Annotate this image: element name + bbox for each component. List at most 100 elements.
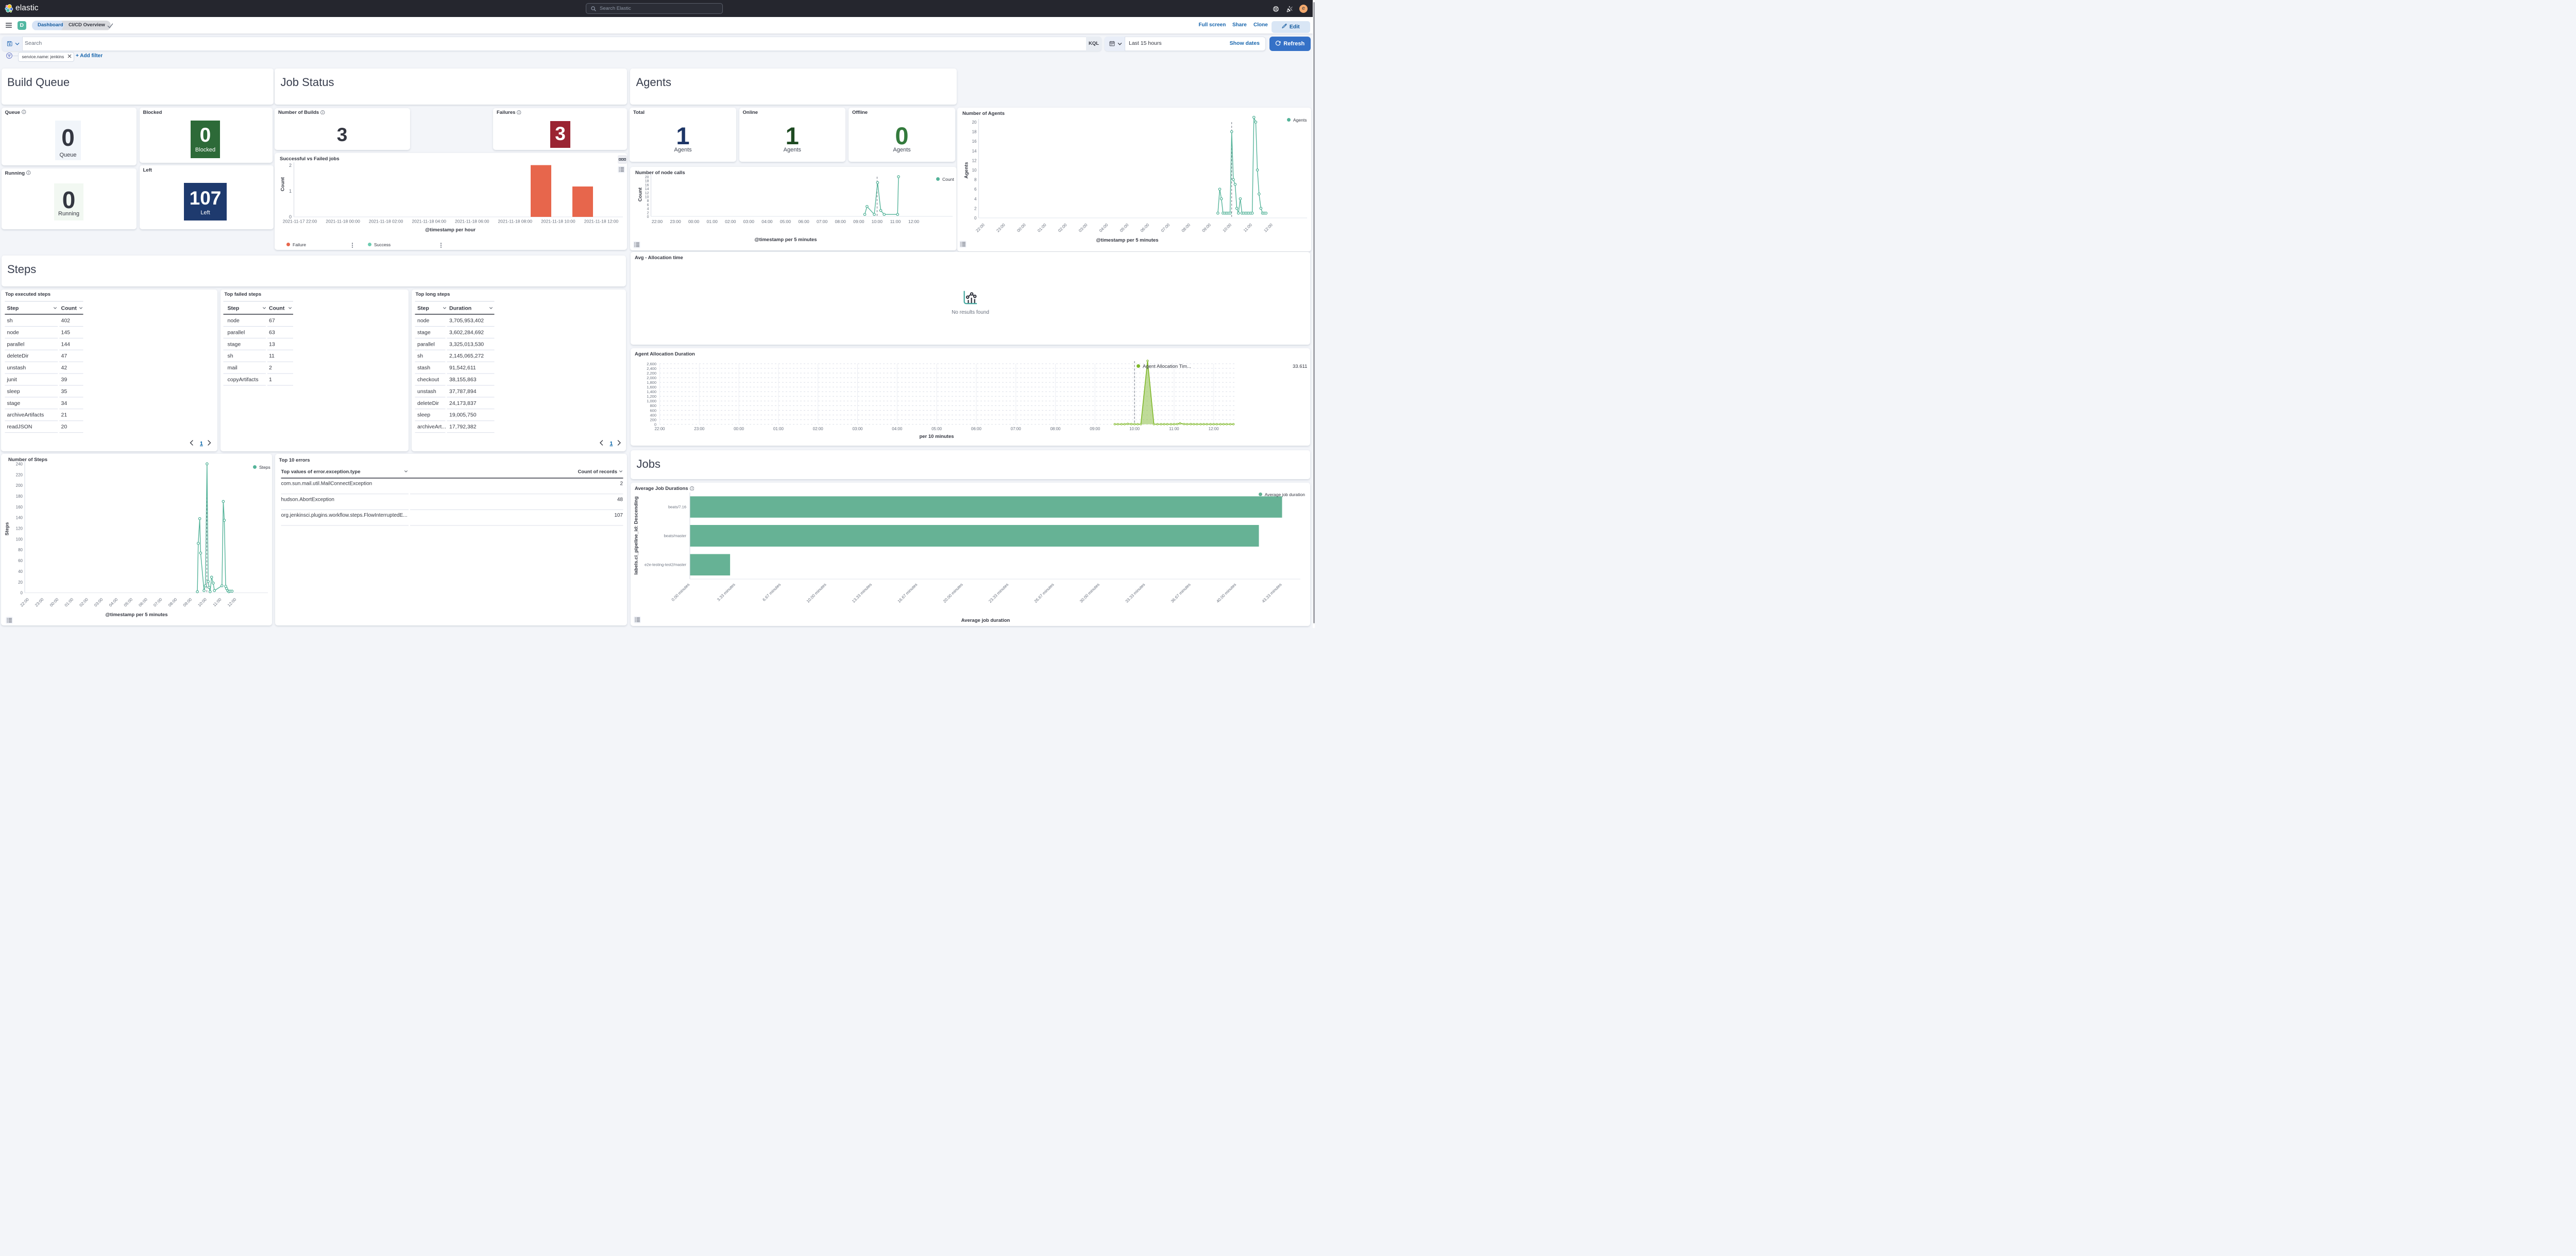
svg-text:144: 144 — [61, 341, 71, 347]
svg-text:copyArtifacts: copyArtifacts — [227, 377, 258, 383]
svg-text:2: 2 — [289, 163, 292, 168]
svg-text:21: 21 — [61, 412, 67, 418]
svg-text:2: 2 — [620, 481, 623, 487]
svg-text:402: 402 — [61, 318, 71, 324]
svg-text:20.00 minutes: 20.00 minutes — [942, 582, 964, 604]
svg-text:10: 10 — [972, 168, 977, 173]
svg-text:2,400: 2,400 — [647, 366, 656, 371]
svg-text:beats/7.16: beats/7.16 — [668, 505, 686, 510]
svg-text:63: 63 — [269, 329, 275, 335]
svg-text:23.33 minutes: 23.33 minutes — [988, 582, 1009, 604]
svg-text:43.33 minutes: 43.33 minutes — [1261, 582, 1283, 604]
svg-text:34: 34 — [61, 400, 67, 406]
svg-text:10: 10 — [645, 196, 649, 199]
svg-text:08:00: 08:00 — [1050, 427, 1061, 431]
svg-text:20: 20 — [645, 176, 649, 179]
svg-text:3,705,953,402: 3,705,953,402 — [449, 318, 484, 324]
svg-text:8: 8 — [974, 178, 977, 182]
svg-text:2021-11-18 08:00: 2021-11-18 08:00 — [498, 219, 533, 224]
svg-text:02:00: 02:00 — [813, 427, 824, 431]
svg-text:80: 80 — [18, 548, 23, 552]
svg-text:12:00: 12:00 — [227, 597, 238, 608]
svg-text:2021-11-18 02:00: 2021-11-18 02:00 — [369, 219, 403, 224]
svg-text:12:00: 12:00 — [908, 219, 920, 224]
svg-text:14: 14 — [972, 149, 977, 154]
svg-text:800: 800 — [650, 403, 656, 408]
svg-text:00:00: 00:00 — [734, 427, 744, 431]
svg-text:3,602,284,692: 3,602,284,692 — [449, 329, 484, 335]
svg-text:12: 12 — [645, 192, 649, 195]
svg-text:23:00: 23:00 — [34, 597, 45, 608]
svg-text:Top values of error.exception.: Top values of error.exception.type — [281, 469, 360, 475]
svg-text:30.00 minutes: 30.00 minutes — [1079, 582, 1100, 604]
svg-text:com.sun.mail.util.MailConnectE: com.sun.mail.util.MailConnectException — [281, 481, 372, 487]
svg-text:145: 145 — [61, 329, 71, 335]
svg-text:00:00: 00:00 — [1016, 223, 1027, 233]
svg-text:11:00: 11:00 — [1169, 427, 1179, 431]
svg-text:14: 14 — [645, 188, 649, 191]
svg-text:deleteDir: deleteDir — [7, 353, 29, 359]
svg-text:38,155,863: 38,155,863 — [449, 377, 477, 383]
svg-text:12:00: 12:00 — [1209, 427, 1219, 431]
svg-text:1,600: 1,600 — [647, 385, 656, 389]
svg-text:04:00: 04:00 — [892, 427, 903, 431]
svg-text:600: 600 — [650, 408, 656, 413]
svg-text:22:00: 22:00 — [652, 219, 663, 224]
svg-text:sh: sh — [417, 353, 423, 359]
svg-text:junit: junit — [7, 377, 17, 383]
svg-text:07:00: 07:00 — [1160, 223, 1171, 233]
svg-text:08:00: 08:00 — [835, 219, 846, 224]
svg-text:01:00: 01:00 — [773, 427, 784, 431]
svg-text:06:00: 06:00 — [138, 597, 148, 608]
svg-text:03:00: 03:00 — [852, 427, 863, 431]
svg-text:1,000: 1,000 — [647, 399, 656, 403]
svg-text:20: 20 — [972, 120, 977, 125]
svg-text:11:00: 11:00 — [890, 219, 901, 224]
svg-text:00:00: 00:00 — [688, 219, 700, 224]
svg-text:23:00: 23:00 — [694, 427, 705, 431]
svg-text:unstash: unstash — [417, 388, 436, 395]
svg-text:i: i — [28, 172, 29, 175]
svg-text:6: 6 — [647, 203, 649, 207]
svg-text:e2e-testing-test2/master: e2e-testing-test2/master — [645, 563, 686, 567]
svg-text:06:00: 06:00 — [798, 219, 809, 224]
svg-text:Count of records: Count of records — [578, 469, 617, 475]
svg-text:03:00: 03:00 — [1078, 223, 1089, 233]
svg-text:09:00: 09:00 — [1201, 223, 1212, 233]
svg-text:04:00: 04:00 — [761, 219, 773, 224]
svg-text:parallel: parallel — [7, 341, 25, 347]
svg-text:@timestamp per hour: @timestamp per hour — [425, 227, 476, 233]
svg-text:35: 35 — [61, 388, 67, 395]
svg-text:47: 47 — [61, 353, 67, 359]
svg-text:107: 107 — [614, 513, 623, 518]
svg-text:23:00: 23:00 — [670, 219, 681, 224]
svg-text:42: 42 — [61, 365, 67, 371]
svg-text:60: 60 — [18, 558, 23, 563]
svg-text:20: 20 — [61, 424, 67, 430]
svg-text:node: node — [227, 318, 240, 324]
svg-text:07:00: 07:00 — [1011, 427, 1022, 431]
svg-text:240: 240 — [16, 462, 23, 466]
svg-text:1: 1 — [200, 440, 203, 447]
svg-text:0.00 minutes: 0.00 minutes — [671, 582, 691, 602]
svg-text:09:00: 09:00 — [1090, 427, 1100, 431]
svg-text:2021-11-18 00:00: 2021-11-18 00:00 — [326, 219, 360, 224]
svg-text:per 10 minutes: per 10 minutes — [919, 434, 954, 439]
svg-text:04:00: 04:00 — [108, 597, 119, 608]
svg-text:36.67 minutes: 36.67 minutes — [1170, 582, 1192, 604]
svg-text:11:00: 11:00 — [212, 597, 223, 607]
svg-text:07:00: 07:00 — [152, 597, 163, 608]
svg-text:40: 40 — [18, 569, 23, 574]
svg-text:0: 0 — [654, 422, 656, 427]
svg-text:22:00: 22:00 — [19, 597, 30, 608]
svg-text:200: 200 — [16, 483, 23, 488]
svg-text:06:00: 06:00 — [1140, 223, 1150, 233]
svg-text:10:00: 10:00 — [872, 219, 883, 224]
svg-text:2: 2 — [269, 365, 272, 371]
svg-text:01:00: 01:00 — [64, 597, 75, 608]
svg-text:0: 0 — [647, 215, 649, 219]
svg-text:05:00: 05:00 — [780, 219, 791, 224]
svg-text:sh: sh — [7, 318, 13, 324]
svg-text:stash: stash — [417, 365, 430, 371]
svg-text:05:00: 05:00 — [123, 597, 134, 608]
